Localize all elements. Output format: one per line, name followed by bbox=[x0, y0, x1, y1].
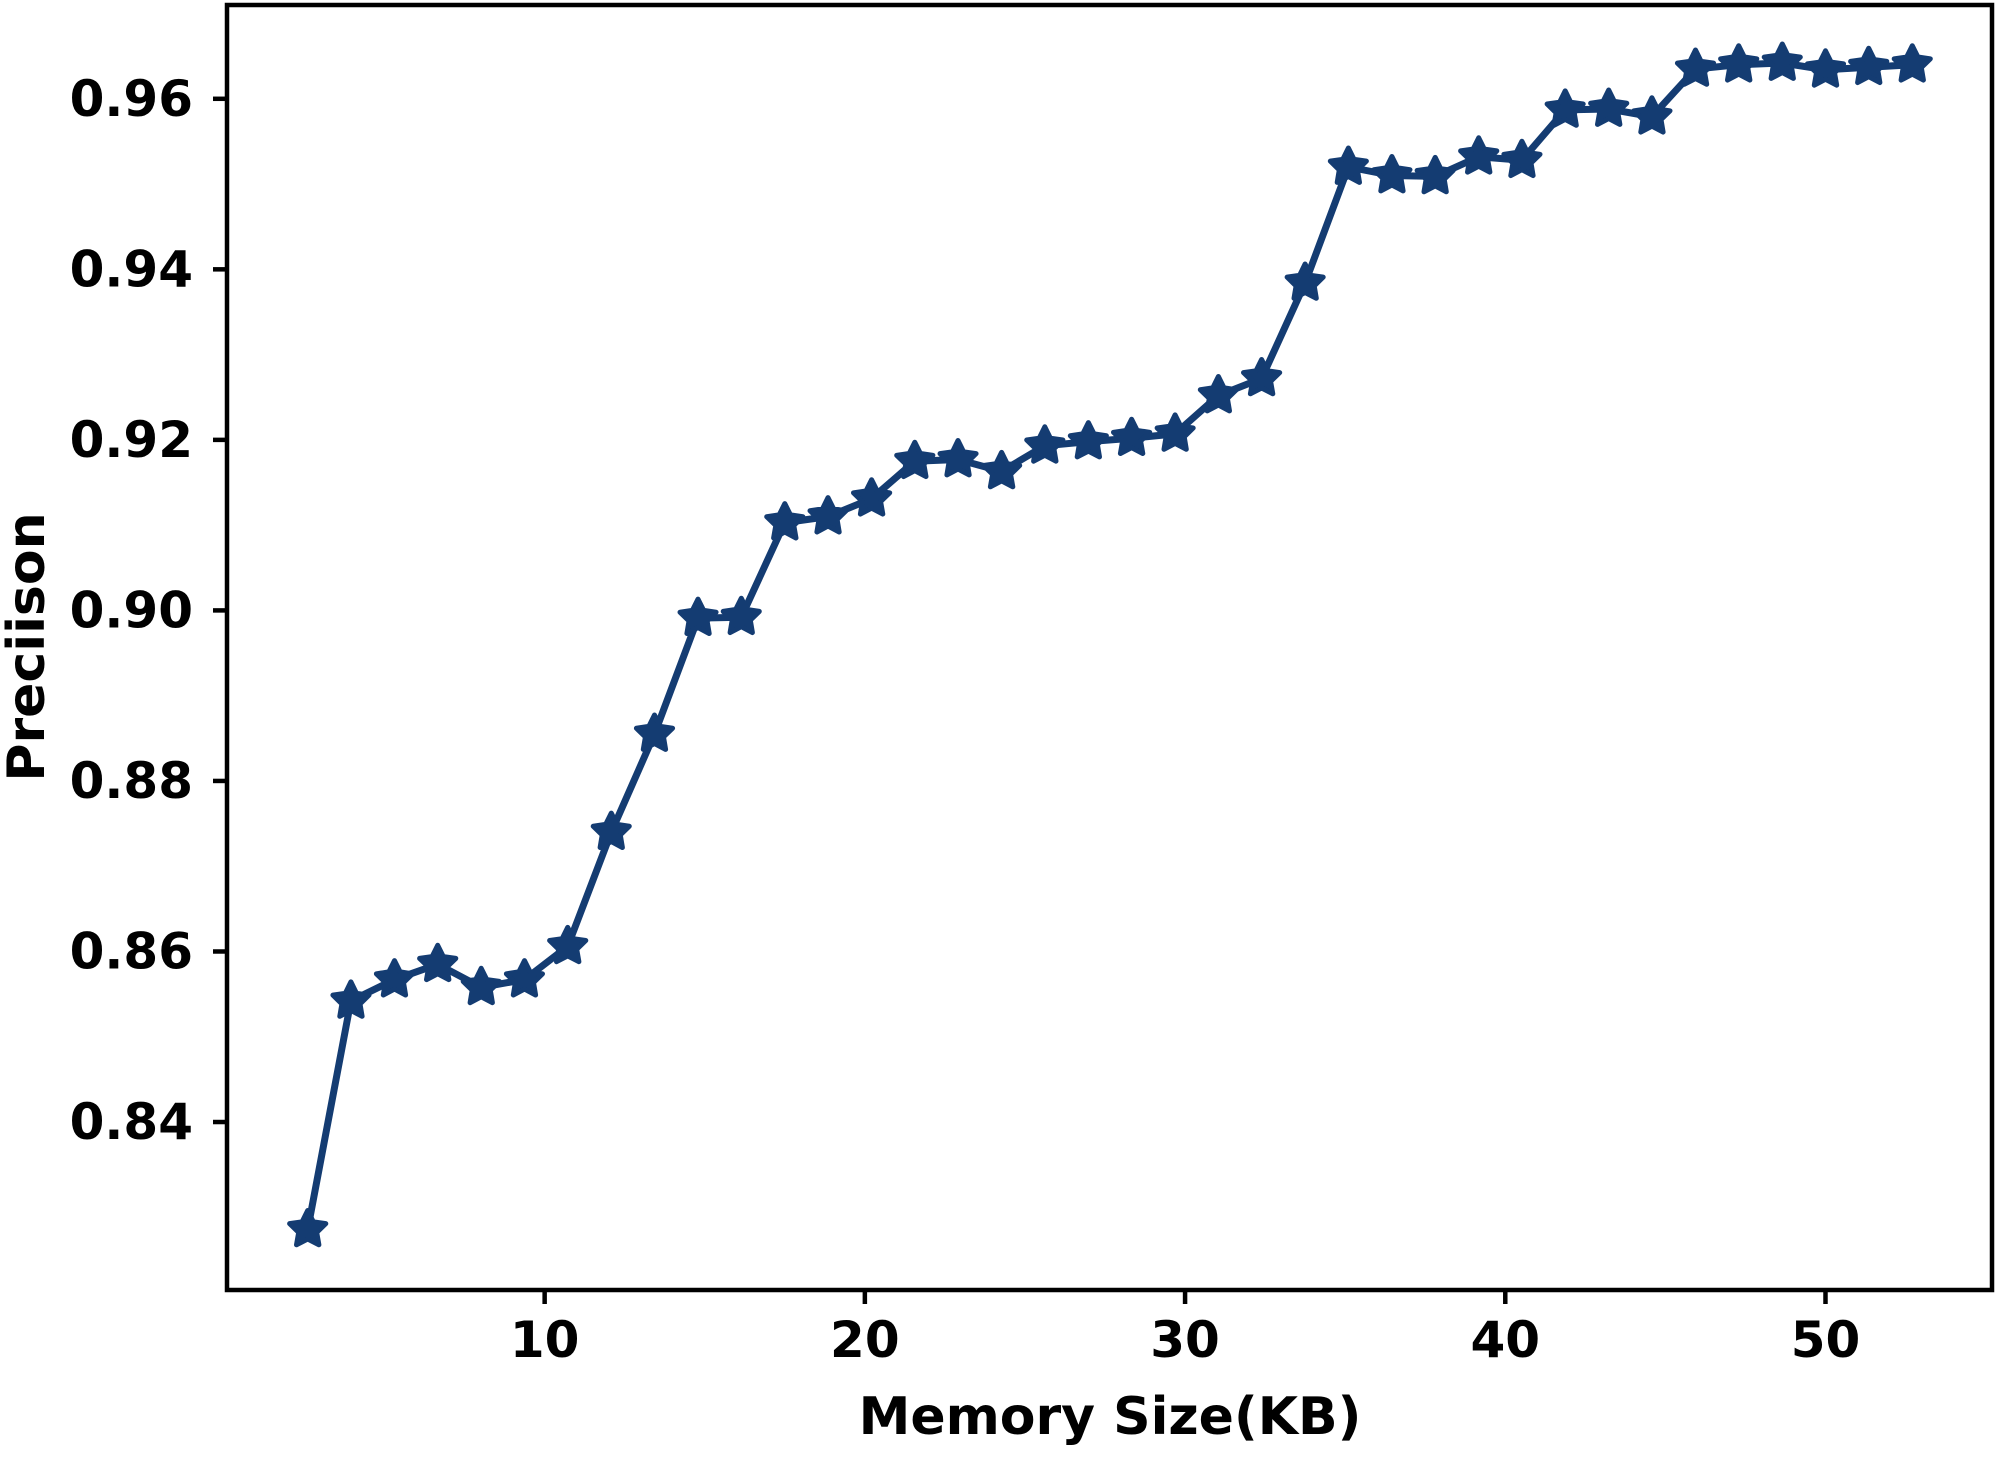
data-point-star-marker bbox=[590, 810, 632, 850]
data-point-star-marker bbox=[287, 1208, 329, 1248]
data-point-star-marker bbox=[460, 965, 502, 1006]
data-point-star-marker bbox=[503, 958, 545, 998]
x-axis-label: Memory Size(KB) bbox=[859, 1387, 1362, 1447]
x-tick-label: 50 bbox=[1791, 1311, 1861, 1369]
data-point-star-marker bbox=[1024, 424, 1066, 464]
plot-area-border bbox=[224, 2, 1995, 1293]
data-point-star-marker bbox=[1718, 43, 1760, 83]
data-point-star-marker bbox=[417, 942, 459, 983]
data-point-star-marker bbox=[1458, 135, 1500, 175]
data-point-star-marker bbox=[547, 924, 589, 965]
data-point-star-marker bbox=[1284, 261, 1326, 301]
data-point-star-marker bbox=[764, 501, 806, 541]
y-tick-label: 0.86 bbox=[70, 922, 193, 980]
y-tick-label: 0.96 bbox=[70, 70, 193, 128]
data-point-star-marker bbox=[1327, 145, 1369, 185]
y-axis-label: Preciison bbox=[0, 512, 57, 781]
y-tick-label: 0.94 bbox=[70, 240, 193, 298]
data-point-star-marker bbox=[894, 439, 936, 480]
data-point-star-marker bbox=[1761, 41, 1803, 81]
x-tick-label: 30 bbox=[1150, 1311, 1220, 1369]
data-point-star-marker bbox=[1414, 154, 1456, 195]
data-point-star-marker bbox=[1067, 420, 1109, 460]
data-point-star-marker bbox=[851, 477, 893, 517]
y-tick-label: 0.84 bbox=[70, 1093, 193, 1151]
data-point-star-marker bbox=[807, 495, 849, 535]
x-tick-label: 10 bbox=[510, 1311, 580, 1369]
y-tick-label: 0.92 bbox=[70, 411, 193, 469]
data-point-star-marker bbox=[1588, 87, 1630, 127]
data-point-star-marker bbox=[1241, 357, 1283, 397]
data-point-star-marker bbox=[981, 449, 1023, 490]
data-point-star-marker bbox=[1674, 47, 1717, 87]
data-point-star-marker bbox=[1154, 412, 1196, 452]
data-point-star-marker bbox=[1544, 88, 1586, 128]
x-tick-label: 40 bbox=[1470, 1311, 1540, 1369]
data-point-star-marker bbox=[1501, 138, 1543, 179]
data-point-star-marker bbox=[677, 596, 719, 636]
y-tick-label: 0.90 bbox=[70, 581, 193, 639]
data-point-star-marker bbox=[937, 438, 979, 478]
data-point-star-marker bbox=[1111, 416, 1153, 456]
data-point-star-marker bbox=[1891, 43, 1933, 83]
x-tick-label: 20 bbox=[830, 1311, 900, 1369]
data-point-star-marker bbox=[1848, 45, 1890, 86]
data-point-star-marker bbox=[720, 595, 762, 636]
data-point-star-marker bbox=[1371, 154, 1413, 194]
data-point-star-marker bbox=[1804, 48, 1847, 88]
data-point-star-marker bbox=[1631, 95, 1673, 135]
y-tick-label: 0.88 bbox=[70, 752, 193, 810]
data-point-star-marker bbox=[373, 958, 415, 998]
data-point-star-marker bbox=[330, 979, 372, 1019]
data-point-star-marker bbox=[1197, 374, 1239, 414]
data-point-star-marker bbox=[633, 712, 676, 752]
